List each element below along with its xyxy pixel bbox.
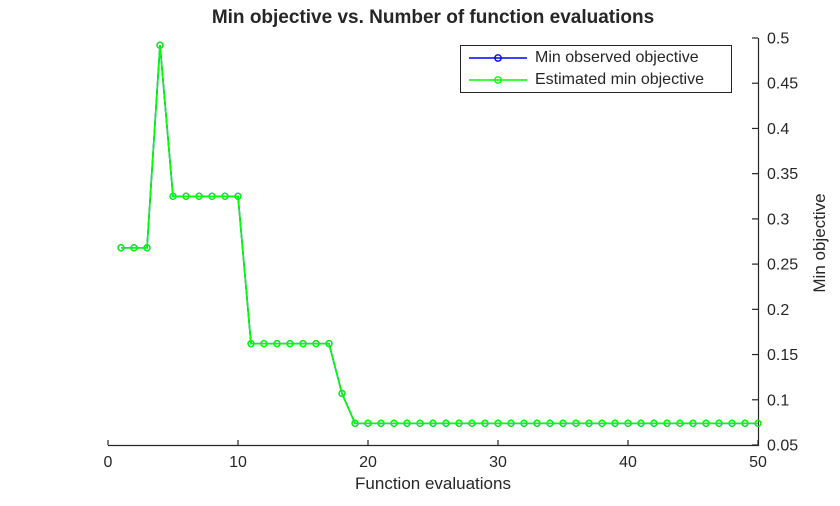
legend-item-min-observed: Min observed objective (467, 48, 725, 68)
chart-title: Min objective vs. Number of function eva… (211, 7, 655, 28)
x-tick-label: 10 (229, 454, 247, 471)
y-tick-label: 0.45 (767, 76, 798, 93)
x-tick-label: 0 (104, 454, 113, 471)
axes (107, 37, 760, 447)
green-line-circle-marker-icon (469, 76, 527, 84)
y-tick-label: 0.5 (767, 31, 789, 48)
blue-line-circle-marker-icon (469, 54, 527, 62)
x-tick-label: 40 (619, 454, 637, 471)
y-tick-label: 0.2 (767, 302, 789, 319)
y-tick-label: 0.15 (767, 347, 798, 364)
y-tick-label: 0.1 (767, 392, 789, 409)
legend-label-estimated-min: Estimated min objective (535, 71, 704, 88)
x-tick-labels: 0 10 20 30 40 50 (104, 454, 767, 471)
y-tick-label: 0.3 (767, 211, 789, 228)
legend: Min observed objective Estimated min obj… (460, 45, 732, 93)
legend-label-min-observed: Min observed objective (535, 49, 699, 66)
y-tick-label: 0.35 (767, 166, 798, 183)
series-estimated-min-objective (117, 41, 762, 427)
y-tick-label: 0.05 (767, 438, 798, 455)
x-tick-label: 30 (489, 454, 507, 471)
x-axis-label: Function evaluations (355, 474, 511, 493)
y-axis-label: Min objective (810, 193, 829, 293)
legend-item-estimated-min: Estimated min objective (467, 70, 725, 90)
y-tick-label: 0.25 (767, 257, 798, 274)
x-tick-label: 50 (749, 454, 767, 471)
x-tick-label: 20 (359, 454, 377, 471)
y-tick-label: 0.4 (767, 121, 789, 138)
y-tick-labels: 0.05 0.1 0.15 0.2 0.25 0.3 0.35 0.4 0.45 0.5 (767, 31, 798, 455)
series-min-observed-objective (117, 41, 762, 427)
